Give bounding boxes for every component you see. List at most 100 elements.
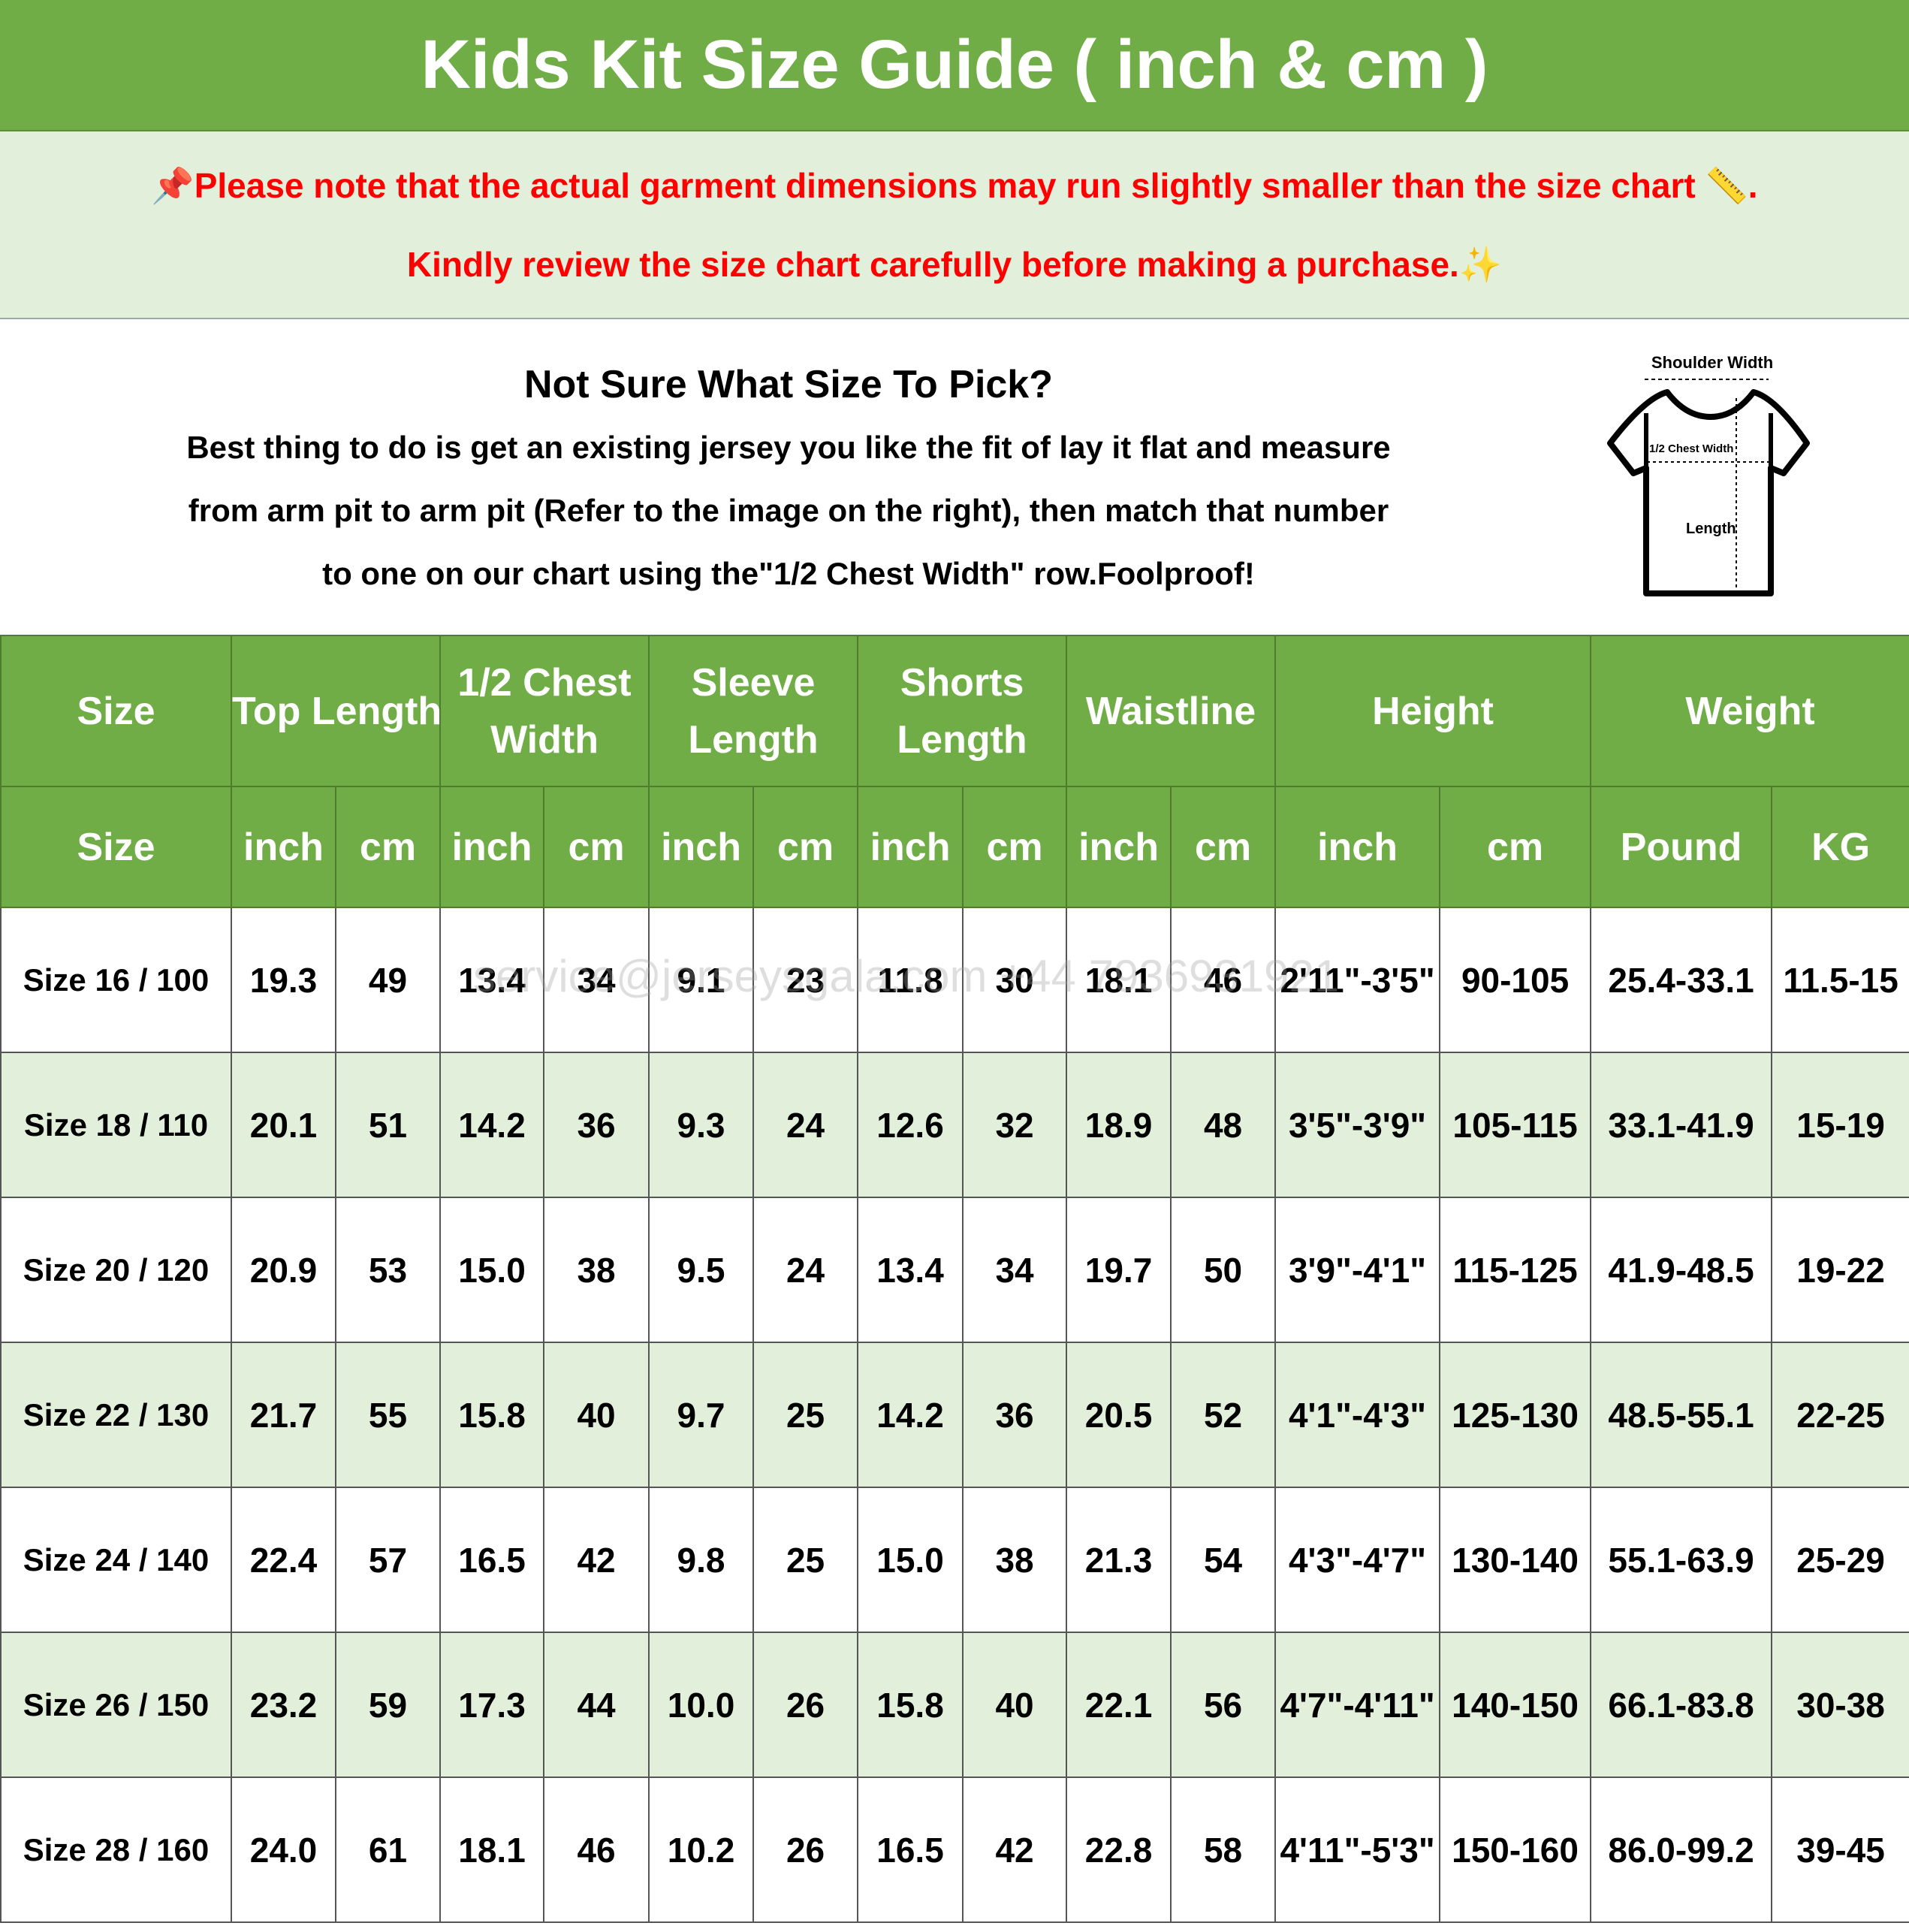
unit-header: cm	[962, 786, 1068, 908]
value-cell: 49	[334, 907, 442, 1053]
notice-line-2: Kindly review the size chart carefully b…	[406, 245, 1503, 284]
unit-header: inch	[1274, 786, 1441, 908]
value-cell: 15.8	[857, 1632, 964, 1778]
value-cell: 48.5-55.1	[1590, 1342, 1773, 1488]
value-cell: 10.2	[648, 1777, 755, 1923]
unit-header: inch	[648, 786, 755, 908]
unit-header: KG	[1771, 786, 1909, 908]
value-cell: 14.2	[857, 1342, 964, 1488]
value-cell: 44	[543, 1632, 650, 1778]
table-row: Size 26 / 150 23.2 59 17.3 44 10.0 26 15.8 40 22.…	[0, 1632, 1909, 1778]
value-cell: 19.7	[1066, 1197, 1172, 1343]
value-cell: 9.1	[648, 907, 755, 1053]
value-cell: 34	[543, 907, 650, 1053]
unit-header: Pound	[1590, 786, 1773, 908]
value-cell: 24	[752, 1052, 859, 1198]
value-cell: 25	[752, 1487, 859, 1633]
value-cell: 18.1	[1066, 907, 1172, 1053]
value-cell: 4'3"-4'7"	[1274, 1487, 1441, 1633]
value-cell: 61	[334, 1777, 442, 1923]
value-cell: 9.5	[648, 1197, 755, 1343]
size-cell: Size 20 / 120	[0, 1197, 232, 1343]
value-cell: 2'11"-3'5"	[1274, 907, 1441, 1053]
unit-header: inch	[439, 786, 545, 908]
value-cell: 33.1-41.9	[1590, 1052, 1773, 1198]
unit-header: inch	[857, 786, 964, 908]
value-cell: 26	[752, 1632, 859, 1778]
size-cell: Size 22 / 130	[0, 1342, 232, 1488]
value-cell: 66.1-83.8	[1590, 1632, 1773, 1778]
value-cell: 15.0	[857, 1487, 964, 1633]
column-group-header: Height	[1274, 635, 1592, 787]
size-chart-table: Size Top Length 1/2 Chest Width Sleeve Leng…	[0, 635, 1909, 1923]
length-label: Length	[1686, 521, 1736, 537]
advice-line: from arm pit to arm pit (Refer to the im…	[188, 493, 1389, 528]
value-cell: 11.5-15	[1771, 907, 1909, 1053]
value-cell: 41.9-48.5	[1590, 1197, 1773, 1343]
page-title: Kids Kit Size Guide ( inch & cm )	[0, 0, 1909, 131]
value-cell: 51	[334, 1052, 442, 1198]
value-cell: 38	[543, 1197, 650, 1343]
value-cell: 55.1-63.9	[1590, 1487, 1773, 1633]
value-cell: 115-125	[1439, 1197, 1592, 1343]
value-cell: 32	[962, 1052, 1068, 1198]
column-group-header: Top Length	[230, 635, 442, 787]
value-cell: 86.0-99.2	[1590, 1777, 1773, 1923]
unit-header: cm	[1439, 786, 1592, 908]
value-cell: 4'1"-4'3"	[1274, 1342, 1441, 1488]
value-cell: 150-160	[1439, 1777, 1592, 1923]
value-cell: 13.4	[439, 907, 545, 1053]
value-cell: 34	[962, 1197, 1068, 1343]
value-cell: 58	[1170, 1777, 1277, 1923]
value-cell: 105-115	[1439, 1052, 1592, 1198]
value-cell: 26	[752, 1777, 859, 1923]
value-cell: 23.2	[231, 1632, 336, 1778]
column-group-header: Size	[0, 635, 232, 787]
sizing-advice: Not Sure What Size To Pick? Best thing t…	[0, 319, 1909, 635]
value-cell: 42	[543, 1487, 650, 1633]
value-cell: 30	[962, 907, 1068, 1053]
value-cell: 23	[752, 907, 859, 1053]
table-row: Size 16 / 100 19.3 49 13.4 34 9.1 23 11.8 30 18.1…	[0, 907, 1909, 1053]
value-cell: 3'5"-3'9"	[1274, 1052, 1441, 1198]
value-cell: 57	[334, 1487, 442, 1633]
value-cell: 20.9	[231, 1197, 336, 1343]
table-row: Size 24 / 140 22.4 57 16.5 42 9.8 25 15.0 38 21.3…	[0, 1487, 1909, 1633]
value-cell: 125-130	[1439, 1342, 1592, 1488]
table-row: Size 22 / 130 21.7 55 15.8 40 9.7 25 14.2 36 20.5…	[0, 1342, 1909, 1488]
value-cell: 21.3	[1066, 1487, 1172, 1633]
notice-line-1: 📌Please note that the actual garment dim…	[151, 166, 1758, 205]
advice-line: Best thing to do is get an existing jers…	[186, 430, 1391, 465]
value-cell: 15.8	[439, 1342, 545, 1488]
value-cell: 25	[752, 1342, 859, 1488]
value-cell: 3'9"-4'1"	[1274, 1197, 1441, 1343]
value-cell: 9.3	[648, 1052, 755, 1198]
tshirt-measurement-diagram: Shoulder Width 1/2 Chest Width Length	[1607, 353, 1810, 596]
value-cell: 24.0	[231, 1777, 336, 1923]
unit-header: Size	[0, 786, 232, 908]
value-cell: 11.8	[857, 907, 964, 1053]
column-group-header: 1/2 Chest Width	[439, 635, 650, 787]
shoulder-width-label: Shoulder Width	[1651, 353, 1773, 372]
value-cell: 20.5	[1066, 1342, 1172, 1488]
value-cell: 18.9	[1066, 1052, 1172, 1198]
size-cell: Size 16 / 100	[0, 907, 232, 1053]
value-cell: 36	[962, 1342, 1068, 1488]
value-cell: 13.4	[857, 1197, 964, 1343]
value-cell: 25-29	[1771, 1487, 1909, 1633]
column-group-header: Sleeve Length	[648, 635, 859, 787]
unit-header: cm	[752, 786, 859, 908]
column-group-header: Shorts Length	[857, 635, 1068, 787]
table-row: Size 20 / 120 20.9 53 15.0 38 9.5 24 13.4 34 19.7…	[0, 1197, 1909, 1343]
unit-header: cm	[543, 786, 650, 908]
value-cell: 18.1	[439, 1777, 545, 1923]
value-cell: 15.0	[439, 1197, 545, 1343]
size-cell: Size 24 / 140	[0, 1487, 232, 1633]
value-cell: 46	[1170, 907, 1277, 1053]
column-group-header: Weight	[1590, 635, 1909, 787]
value-cell: 9.7	[648, 1342, 755, 1488]
advice-line: to one on our chart using the"1/2 Chest …	[322, 556, 1255, 591]
value-cell: 24	[752, 1197, 859, 1343]
value-cell: 42	[962, 1777, 1068, 1923]
value-cell: 19.3	[231, 907, 336, 1053]
